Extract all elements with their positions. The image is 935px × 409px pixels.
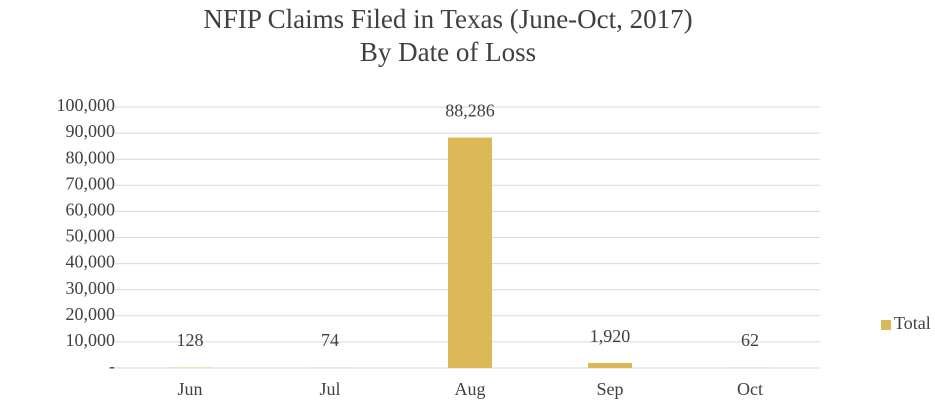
chart-subtitle: By Date of Loss (360, 37, 536, 67)
bar (448, 137, 492, 368)
data-label: 74 (321, 330, 339, 350)
y-tick-label: 30,000 (66, 278, 116, 298)
y-tick-label: 10,000 (66, 330, 116, 350)
y-tick-label: 20,000 (66, 304, 116, 324)
chart-title: NFIP Claims Filed in Texas (June-Oct, 20… (203, 4, 692, 34)
data-label: 62 (741, 330, 759, 350)
legend-label: Total (894, 313, 931, 333)
data-label: 128 (177, 330, 204, 350)
data-label: 88,286 (445, 101, 495, 121)
y-tick-label: - (109, 356, 115, 376)
y-tick-label: 50,000 (66, 226, 116, 246)
legend-swatch (881, 320, 891, 330)
y-tick-label: 60,000 (66, 200, 116, 220)
x-tick-label: Jun (177, 379, 202, 399)
y-tick-label: 80,000 (66, 147, 116, 167)
x-tick-label: Oct (737, 379, 763, 399)
y-tick-label: 40,000 (66, 252, 116, 272)
y-tick-label: 90,000 (66, 121, 116, 141)
x-tick-label: Sep (597, 379, 624, 399)
y-tick-label: 100,000 (57, 95, 116, 115)
y-tick-label: 70,000 (66, 173, 116, 193)
data-label: 1,920 (590, 326, 631, 346)
bar (588, 362, 632, 368)
x-tick-label: Aug (455, 379, 486, 399)
x-tick-label: Jul (319, 379, 340, 399)
